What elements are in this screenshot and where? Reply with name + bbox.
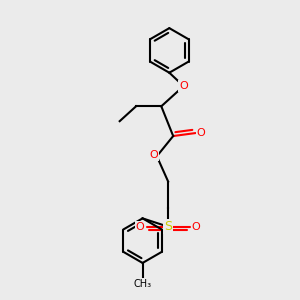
- Text: CH₃: CH₃: [134, 279, 152, 289]
- Text: O: O: [136, 222, 145, 232]
- Text: O: O: [196, 128, 205, 138]
- Text: S: S: [164, 220, 172, 233]
- Text: O: O: [179, 81, 188, 91]
- Text: O: O: [192, 222, 200, 232]
- Text: O: O: [149, 150, 158, 160]
